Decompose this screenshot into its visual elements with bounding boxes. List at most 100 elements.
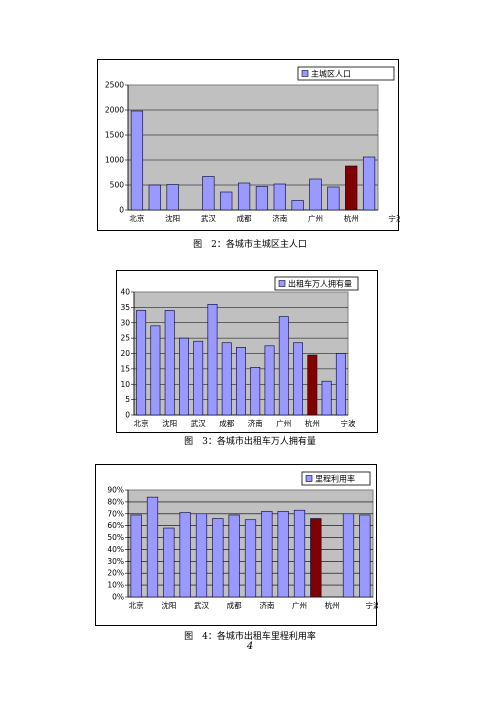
x-tick-label: 成都	[227, 600, 242, 610]
x-tick-label: 武汉	[191, 418, 206, 428]
bar	[237, 182, 251, 211]
y-tick-label: 50%	[107, 533, 124, 542]
y-tick-label: 500	[110, 181, 125, 190]
bar	[163, 527, 175, 598]
chart-caption: 图 3：各城市出租车万人拥有量	[184, 437, 316, 447]
legend-label: 里程利用率	[315, 474, 355, 484]
x-tick-label: 武汉	[201, 213, 216, 223]
chart-taxi-per-10k: 0 5 10 15 20 25 30 35 40 北京 沈阳 武汉 成都 济南 广州 杭州 宁波 出租车万人拥有量	[116, 270, 378, 433]
bar	[278, 316, 289, 416]
y-tick-label: 20	[120, 349, 130, 358]
bar	[195, 513, 208, 598]
x-tick-label: 武汉	[194, 600, 209, 610]
legend-swatch	[278, 280, 286, 287]
chart-caption: 图 2：各城市主城区主人口	[193, 240, 307, 250]
x-tick-label: 北京	[129, 600, 144, 610]
bar	[164, 310, 175, 416]
plot-area	[127, 84, 379, 211]
x-tick-label: 宁波	[388, 213, 400, 223]
y-tick-label: 15	[120, 364, 130, 373]
bar	[250, 367, 261, 416]
x-tick-label: 沈阳	[162, 418, 177, 428]
chart-main-population: 0 500 1000 1500 2000 2500 北京 沈阳 武汉 成都 济南 广州 杭州 宁波 主城区人…	[97, 59, 400, 231]
bar	[150, 325, 161, 416]
page-number: 4	[246, 641, 254, 652]
bar	[264, 345, 275, 416]
y-tick-label: 40	[120, 288, 130, 297]
y-tick-label: 0	[119, 206, 124, 215]
x-tick-label: 宁波	[366, 600, 379, 610]
y-tick-label: 2000	[105, 106, 124, 115]
y-tick-label: 10%	[107, 581, 124, 590]
bar	[212, 518, 224, 598]
bar	[309, 178, 322, 211]
x-tick-label: 杭州	[344, 213, 359, 223]
bar	[202, 176, 215, 211]
bar	[220, 191, 233, 211]
y-tick-label: 0%	[112, 593, 124, 602]
bar	[293, 509, 306, 598]
bar	[335, 353, 346, 416]
y-tick-label: 35	[120, 303, 130, 312]
bar	[130, 514, 142, 598]
y-tick-label: 60%	[107, 521, 124, 530]
bar	[178, 337, 189, 416]
bar	[236, 347, 246, 416]
bar	[148, 184, 161, 211]
x-tick-label: 杭州	[305, 418, 320, 428]
bar	[321, 380, 332, 416]
legend-swatch	[305, 475, 313, 482]
legend-box	[297, 66, 395, 81]
y-tick-label: 70%	[107, 509, 124, 518]
bar	[228, 514, 240, 598]
bar	[291, 200, 304, 211]
y-tick-label: 5	[125, 395, 130, 404]
y-tick-label: 2500	[105, 81, 124, 90]
x-tick-label: 济南	[259, 600, 274, 610]
bar	[342, 513, 355, 598]
x-tick-label: 广州	[292, 600, 307, 610]
y-tick-label: 40%	[107, 545, 124, 554]
y-tick-label: 80%	[107, 497, 124, 506]
y-tick-label: 30%	[107, 557, 124, 566]
chart-mileage-utilization: 0% 10% 20% 30% 40% 50% 60% 70% 80% 90% 北京 沈阳 武汉 成都 济南 广…	[95, 464, 379, 626]
chart-svg: 0 500 1000 1500 2000 2500 北京 沈阳 武汉 成都 济南 广州 杭州 宁波 主城区人…	[105, 66, 400, 223]
x-tick-label: 北京	[134, 418, 149, 428]
bar	[359, 514, 371, 598]
bar	[345, 165, 358, 211]
legend-label: 主城区人口	[311, 69, 351, 79]
bar	[193, 340, 204, 416]
y-tick-label: 1500	[105, 131, 124, 140]
bar	[207, 303, 218, 416]
y-tick-label: 90%	[107, 486, 124, 495]
bar	[362, 156, 376, 211]
legend-label: 出租车万人拥有量	[288, 279, 352, 289]
bar	[327, 186, 340, 211]
legend-box	[274, 276, 359, 291]
x-tick-label: 成都	[219, 418, 234, 428]
bar	[293, 342, 304, 416]
bar	[310, 518, 322, 598]
bar	[166, 184, 179, 211]
y-tick-label: 1000	[105, 156, 124, 165]
x-tick-label: 成都	[237, 213, 252, 223]
bar	[307, 354, 318, 416]
bar	[179, 512, 191, 598]
legend-swatch	[301, 70, 309, 77]
chart-svg: 0% 10% 20% 30% 40% 50% 60% 70% 80% 90% 北京 沈阳 武汉 成都 济南 广…	[107, 471, 379, 610]
x-tick-label: 杭州	[325, 600, 340, 610]
bar	[277, 511, 289, 598]
bar	[130, 110, 144, 211]
bar	[221, 342, 232, 416]
y-tick-label: 0	[125, 411, 130, 420]
x-tick-label: 济南	[272, 213, 287, 223]
bar	[146, 496, 159, 598]
x-tick-label: 北京	[129, 213, 144, 223]
bar	[244, 519, 257, 598]
x-tick-label: 广州	[308, 213, 323, 223]
x-tick-label: 济南	[248, 418, 263, 428]
chart-svg: 0 5 10 15 20 25 30 35 40 北京 沈阳 武汉 成都 济南 广州 杭州 宁波 出租车万人拥有量	[120, 276, 359, 428]
legend-box	[301, 471, 371, 486]
x-tick-label: 沈阳	[161, 600, 176, 610]
chart-caption: 图 4：各城市出租车里程利用率	[184, 632, 316, 642]
